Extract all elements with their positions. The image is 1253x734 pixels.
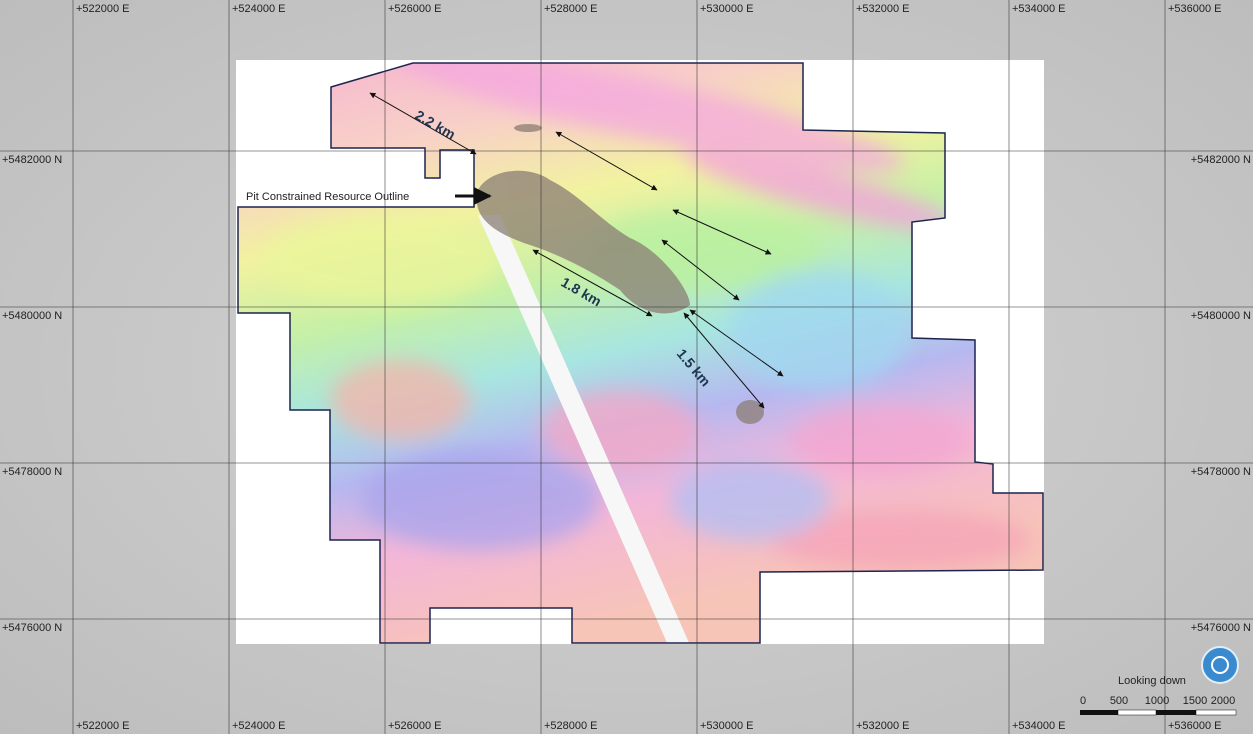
easting-label-bottom: +530000 E bbox=[700, 720, 754, 732]
northing-label-right: +5480000 N bbox=[1191, 310, 1251, 322]
northing-label-right: +5482000 N bbox=[1191, 154, 1251, 166]
easting-label-bottom: +534000 E bbox=[1012, 720, 1066, 732]
easting-label-top: +532000 E bbox=[856, 3, 910, 15]
scale-bar bbox=[1080, 709, 1237, 716]
scale-label: 0 bbox=[1080, 695, 1086, 707]
easting-label-top: +534000 E bbox=[1012, 3, 1066, 15]
easting-label-bottom: +524000 E bbox=[232, 720, 286, 732]
easting-label-bottom: +526000 E bbox=[388, 720, 442, 732]
easting-label-top: +526000 E bbox=[388, 3, 442, 15]
northing-label-right: +5476000 N bbox=[1191, 622, 1251, 634]
easting-label-top: +524000 E bbox=[232, 3, 286, 15]
scale-label: 2000 bbox=[1211, 695, 1235, 707]
arrow bbox=[532, 249, 653, 317]
easting-label-top: +530000 E bbox=[700, 3, 754, 15]
easting-label-top: +528000 E bbox=[544, 3, 598, 15]
arrow bbox=[672, 209, 772, 255]
scale-label: 1000 bbox=[1145, 695, 1169, 707]
arrow bbox=[369, 92, 477, 155]
easting-label-bottom: +522000 E bbox=[76, 720, 130, 732]
cleared-strip bbox=[478, 215, 690, 643]
resource-label: Pit Constrained Resource Outline bbox=[246, 191, 409, 203]
compass-ring bbox=[1211, 656, 1229, 674]
compass bbox=[1201, 646, 1239, 684]
northing-label-right: +5478000 N bbox=[1191, 466, 1251, 478]
scale-labels: 0 500 1000 1500 2000 bbox=[1080, 695, 1235, 707]
easting-label-bottom: +532000 E bbox=[856, 720, 910, 732]
scale-label: 1500 bbox=[1183, 695, 1207, 707]
easting-label-top: +522000 E bbox=[76, 3, 130, 15]
distance-arrows bbox=[369, 92, 784, 409]
easting-label-bottom: +536000 E bbox=[1168, 720, 1222, 732]
view-mode: Looking down bbox=[1118, 675, 1186, 687]
scale-label: 500 bbox=[1110, 695, 1128, 707]
easting-label-top: +536000 E bbox=[1168, 3, 1222, 15]
arrow bbox=[555, 131, 658, 191]
northing-label-left: +5480000 N bbox=[2, 310, 62, 322]
northing-label-left: +5482000 N bbox=[2, 154, 62, 166]
northing-label-left: +5478000 N bbox=[2, 466, 62, 478]
easting-label-bottom: +528000 E bbox=[544, 720, 598, 732]
northing-label-left: +5476000 N bbox=[2, 622, 62, 634]
arrow bbox=[689, 309, 784, 377]
arrow bbox=[661, 239, 740, 301]
